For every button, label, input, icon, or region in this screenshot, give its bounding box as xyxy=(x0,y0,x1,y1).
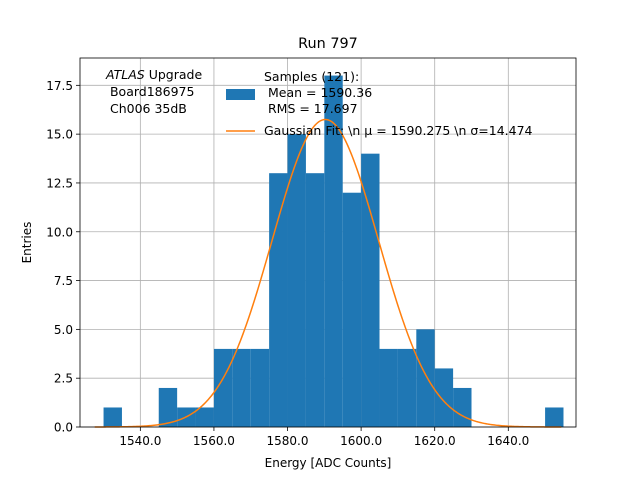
histogram-bar xyxy=(397,348,417,427)
legend-samples-line-2: Mean = 1590.36 xyxy=(264,85,372,100)
histogram-bar xyxy=(379,348,398,427)
histogram-bar xyxy=(434,368,454,427)
y-tick-label: 7.5 xyxy=(54,274,73,288)
histogram-bar xyxy=(305,173,325,427)
y-axis-ticks: 0.0 2.5 5.0 7.5 10.0 12.5 15.0 17.5 xyxy=(46,79,80,435)
annotation-line-2: Board186975 xyxy=(106,84,194,99)
histogram-bar xyxy=(361,153,380,427)
annotation-line-1: ATLAS Upgrade xyxy=(105,67,202,82)
legend-samples-line-3: RMS = 17.697 xyxy=(264,101,358,116)
y-tick-label: 17.5 xyxy=(46,79,73,93)
histogram-bar xyxy=(269,173,288,427)
y-tick-label: 0.0 xyxy=(54,421,73,435)
gaussian-fit-curve xyxy=(94,118,562,428)
legend-fit-label: Gaussian Fit: \n μ = 1590.275 \n σ=14.47… xyxy=(264,123,533,138)
x-tick-label: 1600.0 xyxy=(340,434,382,448)
histogram-bar xyxy=(232,348,251,427)
annotation-upgrade: Upgrade xyxy=(145,67,203,82)
y-tick-label: 2.5 xyxy=(54,372,73,386)
histogram-bar xyxy=(158,387,178,427)
histogram-bar xyxy=(103,407,122,427)
histogram-bar xyxy=(287,134,306,427)
y-tick-label: 10.0 xyxy=(46,225,73,239)
histogram-bar xyxy=(342,192,362,427)
chart-title: Run 797 xyxy=(298,36,358,52)
histogram-bar xyxy=(195,407,214,427)
x-axis-label: Energy [ADC Counts] xyxy=(265,456,392,470)
y-axis-label: Entries xyxy=(20,222,34,264)
x-tick-label: 1620.0 xyxy=(414,434,456,448)
annotation-line-3: Ch006 35dB xyxy=(106,101,187,116)
atlas-annotation: ATLAS Upgrade Board186975 Ch006 35dB xyxy=(105,67,202,116)
y-tick-label: 5.0 xyxy=(54,323,73,337)
x-tick-label: 1640.0 xyxy=(487,434,529,448)
plot-frame xyxy=(79,57,577,428)
histogram-bar xyxy=(453,387,472,427)
legend: Samples (121): Mean = 1590.36 RMS = 17.6… xyxy=(226,69,533,138)
y-tick-label: 15.0 xyxy=(46,128,73,142)
legend-samples-swatch xyxy=(226,89,255,100)
x-axis-ticks: 1540.0 1560.0 1580.0 1600.0 1620.0 1640.0 xyxy=(119,427,529,448)
histogram-bar xyxy=(545,407,564,427)
histogram-bar xyxy=(324,75,343,428)
x-tick-label: 1540.0 xyxy=(119,434,161,448)
histogram-bar xyxy=(250,348,270,427)
x-tick-label: 1580.0 xyxy=(267,434,309,448)
x-tick-label: 1560.0 xyxy=(193,434,235,448)
histogram-bar xyxy=(416,329,435,427)
annotation-atlas: ATLAS xyxy=(105,67,145,82)
y-tick-label: 12.5 xyxy=(46,176,73,190)
legend-samples-line-1: Samples (121): xyxy=(264,69,359,84)
